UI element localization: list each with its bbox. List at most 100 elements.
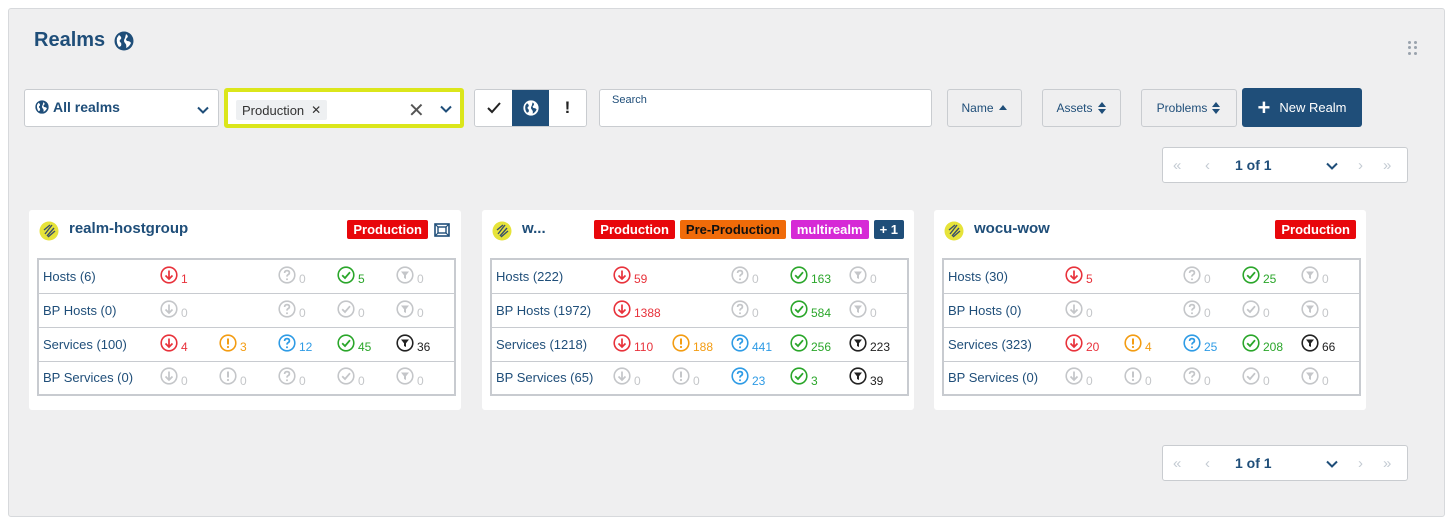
stat-cell[interactable]: 3 (790, 361, 849, 395)
stat-unknown[interactable]: 0 (1183, 266, 1211, 287)
stat-unknown[interactable]: 0 (1183, 367, 1211, 388)
stat-filtered[interactable]: 0 (1301, 266, 1329, 287)
realm-select[interactable]: All realms (24, 89, 219, 127)
drag-handle-icon[interactable] (1408, 41, 1418, 55)
stat-down[interactable]: 5 (1065, 266, 1093, 287)
stat-cell[interactable]: 0 (731, 293, 790, 328)
last-page-icon[interactable]: » (1383, 157, 1392, 174)
stat-unknown[interactable]: 23 (731, 367, 765, 388)
stats-row-label[interactable]: Hosts (30) (943, 259, 1065, 294)
stat-filtered[interactable]: 0 (396, 299, 424, 321)
problems-toggle-button[interactable]: ! (549, 90, 586, 126)
stat-cell[interactable]: 0 (1183, 259, 1242, 294)
stat-warning[interactable]: 0 (672, 367, 700, 388)
search-input[interactable]: Search (599, 89, 932, 127)
stat-cell[interactable]: 0 (1301, 293, 1360, 328)
chevron-down-icon[interactable] (1326, 160, 1338, 172)
stat-cell[interactable]: 0 (1065, 293, 1124, 328)
card-title[interactable]: wocu-wow (974, 220, 1050, 237)
stat-cell[interactable]: 0 (849, 293, 908, 328)
stat-cell[interactable]: 23 (731, 361, 790, 395)
tag-badge[interactable]: + 1 (873, 220, 904, 239)
stat-cell[interactable]: 20 (1065, 327, 1124, 362)
stat-cell[interactable]: 0 (1301, 361, 1360, 395)
stats-row-label[interactable]: Services (100) (38, 327, 160, 362)
stat-cell[interactable]: 0 (672, 361, 731, 395)
stat-cell[interactable]: 36 (396, 327, 455, 362)
stat-down[interactable]: 0 (613, 367, 641, 388)
stat-ok[interactable]: 0 (1242, 299, 1270, 321)
stat-down[interactable]: 1 (160, 266, 188, 287)
stat-ok[interactable]: 3 (790, 367, 818, 388)
stat-cell[interactable]: 59 (613, 259, 672, 294)
stat-down[interactable]: 1388 (613, 299, 661, 321)
stat-cell[interactable]: 0 (1242, 293, 1301, 328)
stat-cell[interactable]: 0 (1183, 293, 1242, 328)
tag-badge[interactable]: multirealm (790, 220, 869, 239)
stat-ok[interactable]: 0 (337, 367, 365, 388)
new-realm-button[interactable]: + New Realm (1242, 88, 1362, 127)
realm-card[interactable]: wocu-wow Production Hosts (30) 5 0 25 0 BP Ho… (934, 210, 1366, 410)
stat-ok[interactable]: 25 (1242, 266, 1276, 287)
stats-row-label[interactable]: BP Hosts (0) (38, 293, 160, 328)
stat-cell[interactable]: 5 (337, 259, 396, 294)
stat-ok[interactable]: 0 (1242, 367, 1270, 388)
stat-cell[interactable]: 5 (1065, 259, 1124, 294)
stat-down[interactable]: 0 (1065, 367, 1093, 388)
stat-ok[interactable]: 208 (1242, 333, 1283, 355)
stat-cell[interactable]: 0 (219, 361, 278, 395)
realm-card[interactable]: realm-hostgroup Production Hosts (6) 1 0 5 0… (29, 210, 461, 410)
stat-cell[interactable]: 0 (278, 293, 337, 328)
stat-cell[interactable]: 45 (337, 327, 396, 362)
stat-cell[interactable]: 1 (160, 259, 219, 294)
stat-filtered[interactable]: 0 (1301, 367, 1329, 388)
stat-warning[interactable]: 4 (1124, 333, 1152, 355)
stat-filtered[interactable]: 66 (1301, 333, 1335, 355)
sort-name-button[interactable]: Name (947, 89, 1022, 127)
next-page-icon[interactable]: › (1358, 455, 1363, 472)
stat-unknown[interactable]: 0 (278, 299, 306, 321)
stat-down[interactable]: 110 (613, 333, 653, 355)
stat-ok[interactable]: 163 (790, 266, 831, 287)
stats-row-label[interactable]: Hosts (6) (38, 259, 160, 294)
stats-row-label[interactable]: Services (323) (943, 327, 1065, 362)
stats-row-label[interactable]: BP Hosts (1972) (491, 293, 613, 328)
remove-chip-icon[interactable]: ✕ (311, 103, 322, 117)
stat-unknown[interactable]: 25 (1183, 333, 1217, 355)
stat-cell[interactable]: 188 (672, 327, 731, 362)
stat-cell[interactable]: 0 (160, 293, 219, 328)
stats-row-label[interactable]: BP Services (65) (496, 370, 594, 386)
stat-unknown[interactable]: 0 (731, 299, 759, 321)
stats-row-label[interactable]: BP Services (0) (948, 370, 1039, 386)
stat-cell[interactable]: 163 (790, 259, 849, 294)
stat-unknown[interactable]: 12 (278, 333, 312, 355)
stat-cell[interactable]: 0 (1242, 361, 1301, 395)
stat-cell[interactable]: 39 (849, 361, 908, 395)
stat-cell[interactable]: 110 (613, 327, 672, 362)
hostgroup-icon[interactable] (433, 221, 451, 239)
stat-cell[interactable]: 0 (731, 259, 790, 294)
globe-toggle-button[interactable] (512, 90, 549, 126)
stat-unknown[interactable]: 0 (1183, 299, 1211, 321)
stat-warning[interactable]: 188 (672, 333, 713, 355)
stat-down[interactable]: 0 (160, 367, 188, 388)
stat-filtered[interactable]: 39 (849, 367, 883, 388)
stat-ok[interactable]: 45 (337, 333, 371, 355)
stat-filtered[interactable]: 36 (396, 333, 430, 355)
stat-cell[interactable]: 584 (790, 293, 849, 328)
stat-filtered[interactable]: 0 (849, 299, 877, 321)
sort-problems-button[interactable]: Problems (1141, 89, 1237, 127)
stat-cell[interactable]: 223 (849, 327, 908, 362)
stat-unknown[interactable]: 441 (731, 333, 772, 355)
first-page-icon[interactable]: « (1173, 455, 1182, 472)
next-page-icon[interactable]: › (1358, 157, 1363, 174)
stat-warning[interactable]: 3 (219, 333, 247, 355)
card-title[interactable]: realm-hostgroup (69, 220, 189, 237)
stat-ok[interactable]: 584 (790, 299, 831, 321)
check-toggle-button[interactable] (475, 90, 512, 126)
stat-down[interactable]: 0 (1065, 299, 1093, 321)
prev-page-icon[interactable]: ‹ (1205, 455, 1210, 472)
stat-down[interactable]: 4 (160, 333, 188, 355)
chevron-down-icon[interactable] (1326, 458, 1338, 470)
stats-row-label[interactable]: Services (1218) (491, 327, 613, 362)
